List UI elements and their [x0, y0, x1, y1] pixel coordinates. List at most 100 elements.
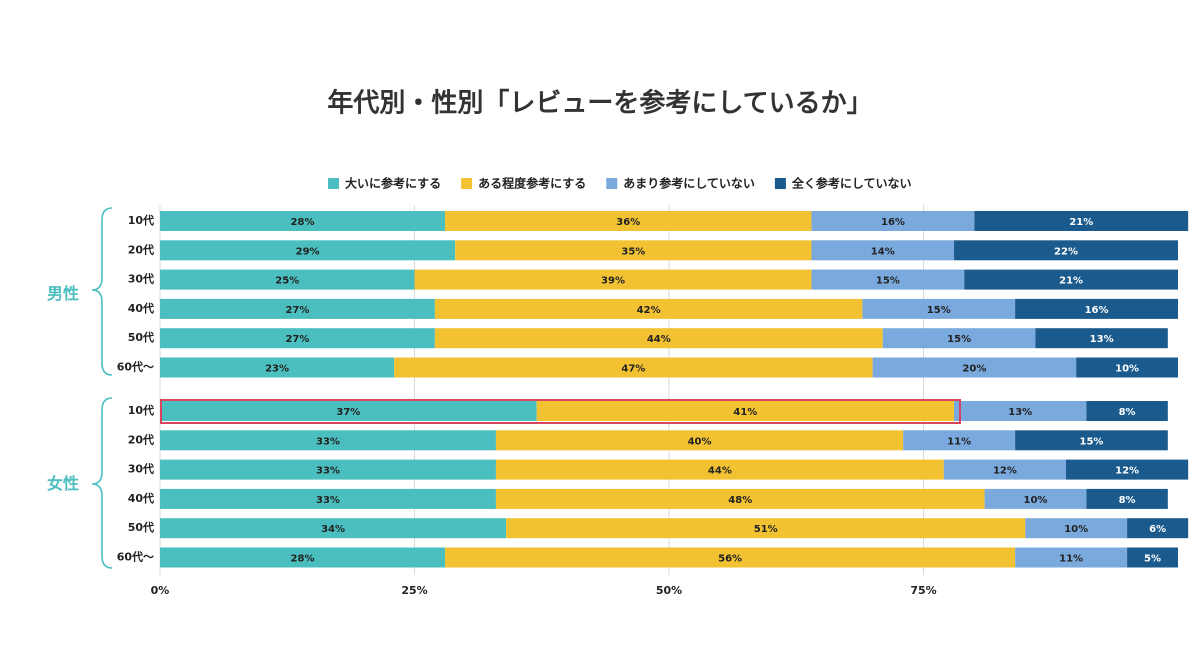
bar-segment	[811, 211, 975, 231]
value-label: 11%	[1059, 554, 1083, 565]
value-label: 41%	[733, 407, 757, 418]
bar-segment	[1127, 547, 1178, 568]
y-tick-label: 30代	[128, 272, 154, 286]
value-label: 5%	[1144, 554, 1161, 565]
legend-swatch	[328, 178, 339, 189]
bar-segment	[160, 459, 496, 480]
value-label: 25%	[275, 276, 299, 287]
value-label: 33%	[316, 436, 340, 447]
value-label: 51%	[754, 524, 778, 535]
bar-segment	[1127, 518, 1189, 539]
value-label: 27%	[285, 305, 309, 316]
bar-segment	[506, 518, 1026, 539]
group-brace	[91, 207, 113, 376]
bar-segment	[495, 459, 944, 480]
value-label: 16%	[1085, 305, 1109, 316]
bar-segment	[984, 488, 1087, 509]
bar-segment	[160, 488, 496, 509]
bar-segment	[495, 488, 985, 509]
value-label: 10%	[1115, 364, 1139, 375]
bar-segment	[954, 240, 1178, 261]
value-label: 10%	[1024, 495, 1048, 506]
value-label: 33%	[316, 466, 340, 477]
group-brace	[91, 397, 113, 569]
bar-segment	[445, 211, 812, 231]
value-label: 33%	[316, 495, 340, 506]
value-label: 34%	[321, 524, 345, 535]
value-label: 21%	[1069, 217, 1093, 228]
bar-segment	[160, 357, 395, 378]
value-label: 12%	[1115, 466, 1139, 477]
value-label: 36%	[616, 217, 640, 228]
value-label: 21%	[1059, 276, 1083, 287]
value-label: 15%	[927, 305, 951, 316]
bar-segment	[872, 357, 1077, 378]
group-label: 男性	[47, 284, 79, 303]
bar-segment	[495, 430, 904, 451]
bar-segment	[160, 401, 537, 421]
bar-segment	[1025, 518, 1128, 539]
bar-segment	[811, 269, 965, 290]
value-label: 8%	[1119, 495, 1136, 506]
value-label: 40%	[688, 436, 712, 447]
value-label: 28%	[291, 554, 315, 565]
y-tick-label: 10代	[128, 213, 154, 227]
value-label: 15%	[876, 276, 900, 287]
bar-segment	[160, 328, 435, 349]
bar-segment	[862, 298, 1016, 319]
value-label: 13%	[1008, 407, 1032, 418]
y-tick-label: 40代	[128, 301, 154, 315]
highlight-box	[160, 399, 961, 424]
value-label: 15%	[1080, 436, 1104, 447]
legend-label: 大いに参考にする	[345, 176, 441, 191]
value-label: 29%	[296, 246, 320, 257]
y-tick-label: 30代	[128, 462, 154, 476]
value-label: 44%	[708, 466, 732, 477]
y-tick-label: 20代	[128, 242, 154, 256]
value-label: 22%	[1054, 246, 1078, 257]
value-label: 12%	[993, 466, 1017, 477]
legend-swatch	[461, 178, 473, 189]
bar-segment	[954, 401, 1087, 421]
bar-segment	[160, 269, 415, 290]
bar-segment	[455, 240, 812, 261]
value-label: 8%	[1119, 407, 1136, 418]
bar-segment	[414, 269, 812, 290]
y-tick-label: 40代	[128, 491, 154, 505]
value-label: 14%	[871, 246, 895, 257]
bar-segment	[1086, 488, 1168, 509]
value-label: 44%	[647, 334, 671, 345]
x-tick-label: 50%	[656, 584, 682, 597]
bar-segment	[445, 547, 1016, 568]
bar-segment	[811, 240, 955, 261]
value-label: 27%	[285, 334, 309, 345]
bar-segment	[394, 357, 873, 378]
bar-segment	[160, 518, 507, 539]
bar-segment	[974, 211, 1189, 231]
value-label: 35%	[621, 246, 645, 257]
value-label: 47%	[621, 364, 645, 375]
bar-segment	[160, 430, 496, 451]
y-tick-label: 60代〜	[117, 550, 154, 564]
value-label: 23%	[265, 364, 289, 375]
bar-segment	[1015, 430, 1168, 451]
y-tick-label: 60代〜	[117, 360, 154, 374]
value-label: 10%	[1064, 524, 1088, 535]
value-label: 13%	[1090, 334, 1114, 345]
bar-segment	[1076, 357, 1178, 378]
value-label: 37%	[336, 407, 360, 418]
bar-segment	[1086, 401, 1168, 421]
group-label: 女性	[47, 474, 79, 493]
bar-segment	[882, 328, 1036, 349]
y-tick-label: 50代	[128, 520, 154, 534]
legend-label: あまり参考にしていない	[623, 176, 755, 191]
legend-swatch	[774, 178, 786, 189]
value-label: 28%	[291, 217, 315, 228]
value-label: 48%	[728, 495, 752, 506]
legend-label: ある程度参考にする	[478, 176, 586, 191]
bars	[160, 211, 1189, 568]
bar-segment	[434, 328, 883, 349]
grid	[159, 205, 924, 575]
bar-segment	[160, 240, 456, 261]
